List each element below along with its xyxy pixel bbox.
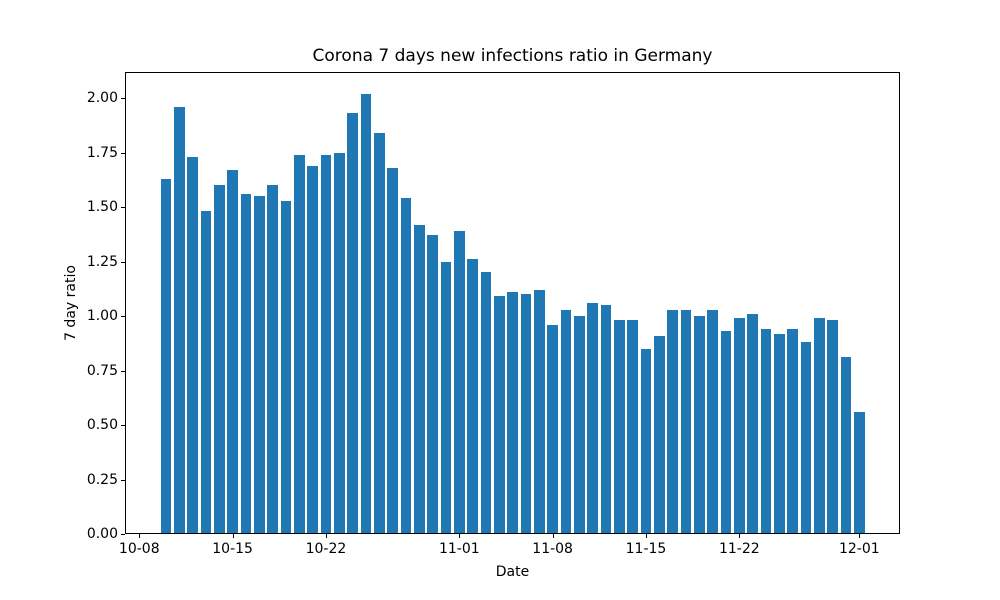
bar-10-26 xyxy=(373,133,385,534)
bar-11-12 xyxy=(600,305,612,534)
x-tick-mark xyxy=(459,534,461,538)
y-tick-mark xyxy=(121,98,125,100)
x-tick-mark xyxy=(552,534,554,538)
bar-10-18 xyxy=(267,185,278,534)
bar-10-19 xyxy=(280,200,292,534)
x-tick-mark xyxy=(325,534,327,538)
bar-11-23 xyxy=(747,313,758,534)
bar-11-19 xyxy=(693,316,705,534)
y-tick-label: 0.00 xyxy=(86,526,118,542)
y-tick-mark xyxy=(121,261,125,263)
y-tick-label: 1.25 xyxy=(86,253,118,270)
y-tick-label: 0.50 xyxy=(86,417,118,434)
bar-11-20 xyxy=(707,309,718,534)
bar-10-11 xyxy=(173,106,185,534)
bar-11-01 xyxy=(453,231,465,534)
bar-10-16 xyxy=(240,194,252,534)
y-tick-label: 1.00 xyxy=(86,308,118,325)
bar-11-24 xyxy=(760,329,772,534)
bar-11-13 xyxy=(613,320,625,534)
bar-10-17 xyxy=(253,196,265,534)
bar-11-02 xyxy=(467,259,478,534)
bar-12-01 xyxy=(854,411,865,534)
x-tick-label: 12-01 xyxy=(838,541,880,557)
y-tick-mark xyxy=(121,152,125,154)
bar-11-07 xyxy=(533,289,545,534)
bar-10-15 xyxy=(227,170,238,534)
bar-11-21 xyxy=(720,331,732,534)
x-axis-label: Date xyxy=(495,564,530,580)
x-tick-label: 11-01 xyxy=(438,541,480,557)
bar-11-28 xyxy=(813,318,825,534)
bar-10-14 xyxy=(213,185,225,534)
bar-10-30 xyxy=(427,235,438,534)
x-tick-mark xyxy=(645,534,647,538)
y-tick-label: 0.75 xyxy=(86,362,118,379)
bar-10-25 xyxy=(360,93,372,534)
bar-11-17 xyxy=(667,309,678,534)
bar-10-24 xyxy=(347,113,358,534)
bar-10-13 xyxy=(200,211,212,534)
x-tick-label: 10-15 xyxy=(212,541,253,557)
bar-11-05 xyxy=(507,292,518,534)
bar-11-04 xyxy=(493,296,505,534)
bar-11-09 xyxy=(560,309,572,534)
bar-11-03 xyxy=(480,272,492,534)
x-tick-label: 10-08 xyxy=(118,541,160,557)
bar-10-31 xyxy=(440,261,452,534)
plot-area xyxy=(125,72,900,534)
y-tick-mark xyxy=(121,316,125,318)
bar-10-21 xyxy=(307,165,318,534)
bar-10-29 xyxy=(413,224,425,534)
bar-11-06 xyxy=(520,294,532,534)
y-tick-label: 0.25 xyxy=(86,471,118,488)
bar-11-30 xyxy=(840,357,852,534)
x-tick-label: 10-22 xyxy=(305,541,347,557)
bar-11-15 xyxy=(640,348,652,534)
bar-10-23 xyxy=(333,152,345,534)
y-tick-mark xyxy=(121,370,125,372)
bar-10-28 xyxy=(400,198,412,534)
bar-11-08 xyxy=(547,324,558,534)
bar-11-25 xyxy=(773,333,785,534)
bar-10-27 xyxy=(387,167,398,534)
x-tick-mark xyxy=(859,534,861,538)
x-tick-mark xyxy=(139,534,141,538)
bar-10-10 xyxy=(160,178,172,534)
bar-11-29 xyxy=(827,320,838,534)
bar-11-16 xyxy=(653,335,665,534)
y-tick-mark xyxy=(121,425,125,427)
bar-10-22 xyxy=(320,154,332,534)
bar-10-20 xyxy=(293,154,305,534)
bar-11-18 xyxy=(680,309,692,534)
bar-11-27 xyxy=(800,342,812,534)
bar-10-12 xyxy=(187,156,198,534)
y-tick-label: 1.75 xyxy=(86,144,118,161)
y-tick-mark xyxy=(121,207,125,209)
bar-11-10 xyxy=(573,316,585,534)
y-tick-mark xyxy=(121,534,125,535)
y-tick-mark xyxy=(121,479,125,481)
bar-11-11 xyxy=(587,303,598,534)
y-tick-label: 1.50 xyxy=(86,199,118,216)
x-tick-label: 11-08 xyxy=(532,541,573,557)
x-tick-mark xyxy=(232,534,234,538)
bar-11-26 xyxy=(787,329,798,534)
bar-11-22 xyxy=(733,318,745,534)
x-tick-mark xyxy=(739,534,741,538)
x-tick-label: 11-15 xyxy=(625,541,667,557)
y-tick-label: 2.00 xyxy=(86,90,118,107)
chart-title: Corona 7 days new infections ratio in Ge… xyxy=(312,46,713,66)
bar-11-14 xyxy=(627,320,638,534)
x-tick-label: 11-22 xyxy=(718,541,760,557)
y-axis-label: 7 day ratio xyxy=(63,265,79,341)
